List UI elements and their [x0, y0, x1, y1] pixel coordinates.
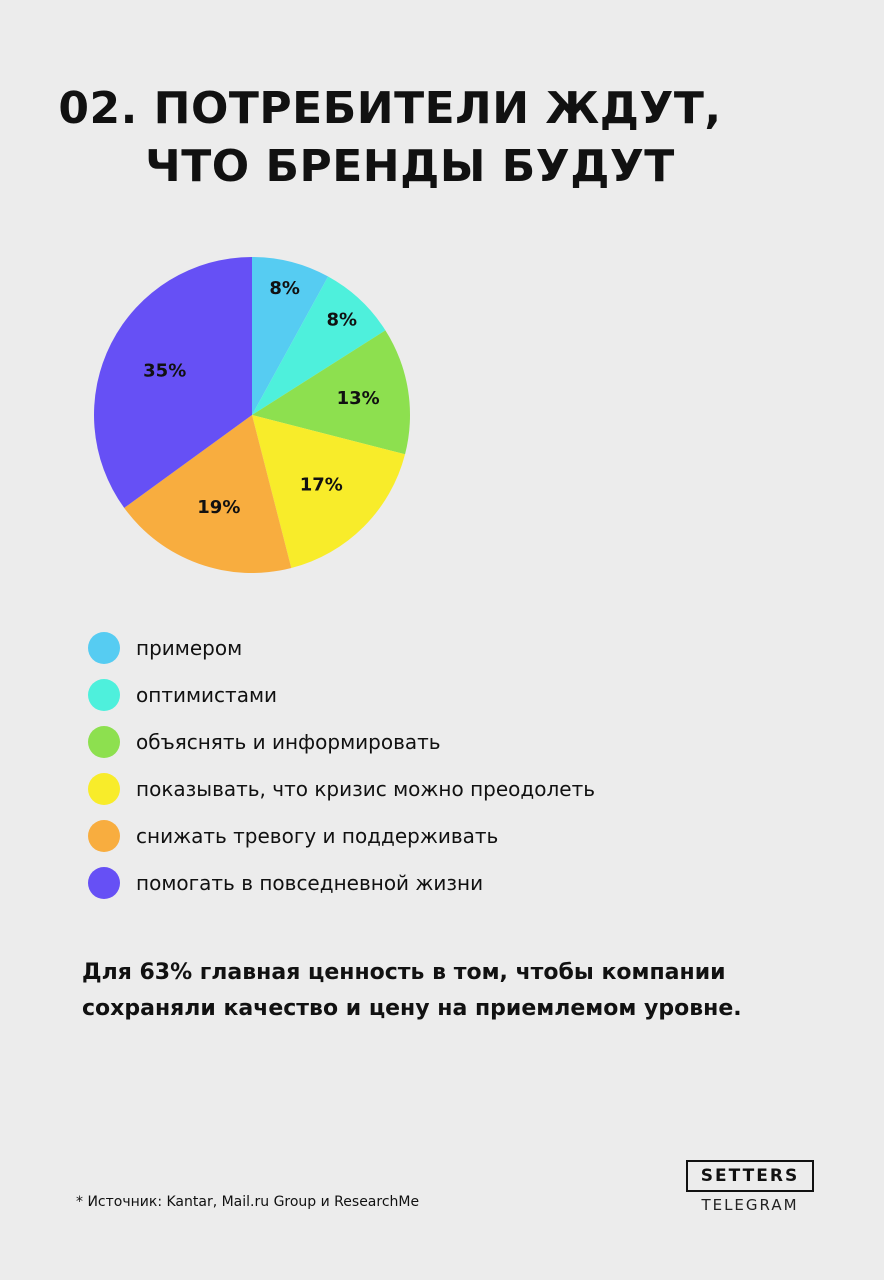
legend-swatch-icon — [88, 866, 120, 899]
legend-swatch-icon — [88, 631, 120, 664]
pie-chart: 8% 8% 13% 17% 19% 35% — [94, 257, 410, 573]
legend-item: примером — [88, 624, 595, 671]
legend-label: объяснять и информировать — [136, 729, 441, 754]
slice-label: 19% — [197, 497, 240, 518]
key-insight-line-2: сохраняли качество и цену на приемлемом … — [82, 996, 742, 1021]
legend-item: помогать в повседневной жизни — [88, 859, 595, 906]
legend-swatch-icon — [88, 678, 120, 711]
source-footnote: * Источник: Kantar, Mail.ru Group и Rese… — [76, 1194, 420, 1210]
pie-slice — [252, 330, 410, 455]
legend-item: объяснять и информировать — [88, 718, 595, 765]
pie-slice — [252, 257, 329, 415]
page-title: 02. ПОТРЕБИТЕЛИ ЖДУТ, ЧТО БРЕНДЫ БУДУТ — [0, 80, 780, 196]
brand-subtitle: TELEGRAM — [701, 1196, 799, 1214]
brand-name: SETTERS — [686, 1160, 814, 1192]
legend-swatch-icon — [88, 772, 120, 805]
legend-label: оптимистами — [136, 682, 278, 707]
legend-label: примером — [136, 635, 243, 660]
pie-slice — [124, 415, 292, 573]
chart-legend: примером оптимистами объяснять и информи… — [88, 624, 595, 906]
key-insight-line-1: Для 63% главная ценность в том, чтобы ко… — [82, 960, 726, 985]
slice-label: 35% — [143, 361, 186, 382]
slice-label: 8% — [326, 309, 357, 330]
slice-label: 17% — [300, 474, 343, 495]
slice-label: 8% — [269, 278, 300, 299]
legend-swatch-icon — [88, 725, 120, 758]
title-line-2: ЧТО БРЕНДЫ БУДУТ — [145, 141, 675, 192]
brand-logo: SETTERS TELEGRAM — [686, 1160, 814, 1214]
legend-item: показывать, что кризис можно преодолеть — [88, 765, 595, 812]
legend-label: показывать, что кризис можно преодолеть — [136, 776, 596, 801]
legend-item: снижать тревогу и поддерживать — [88, 812, 595, 859]
slice-label: 13% — [337, 388, 380, 409]
legend-label: помогать в повседневной жизни — [136, 870, 484, 895]
key-insight: Для 63% главная ценность в том, чтобы ко… — [82, 955, 842, 1027]
pie-slice — [94, 257, 253, 508]
pie-slice — [252, 276, 386, 415]
pie-slice — [252, 415, 406, 569]
legend-item: оптимистами — [88, 671, 595, 718]
title-line-1: 02. ПОТРЕБИТЕЛИ ЖДУТ, — [58, 83, 722, 134]
legend-swatch-icon — [88, 819, 120, 852]
legend-label: снижать тревогу и поддерживать — [136, 823, 499, 848]
